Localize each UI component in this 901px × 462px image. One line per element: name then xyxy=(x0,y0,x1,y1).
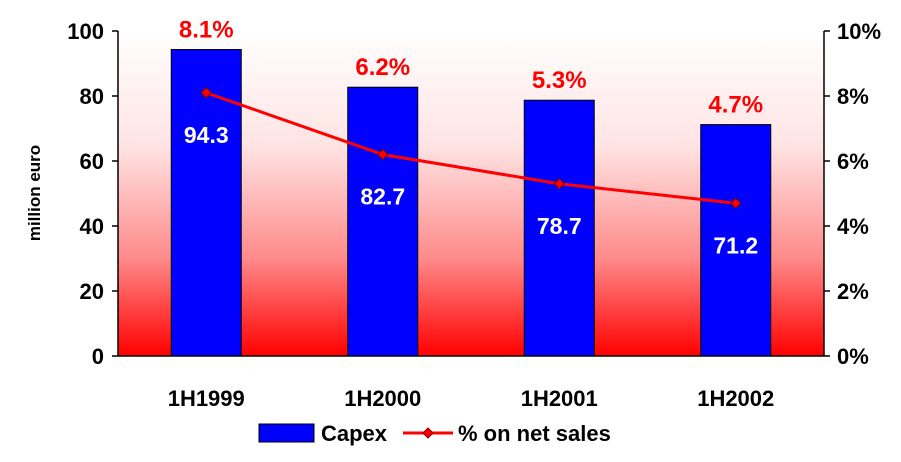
y-tick-label: 40 xyxy=(80,214,104,239)
legend-swatch-capex xyxy=(258,423,315,443)
bar-1H2000 xyxy=(347,86,419,357)
y-tick-label: 0 xyxy=(92,344,104,369)
bar-value-label: 78.7 xyxy=(537,213,582,239)
y2-tick-label: 8% xyxy=(837,84,869,109)
percent-data-label: 4.7% xyxy=(708,92,763,119)
percent-data-label: 6.2% xyxy=(355,54,410,81)
legend: Capex % on net sales xyxy=(258,421,611,446)
y-axis-title: million euro xyxy=(25,145,44,241)
line-marker-1H1999 xyxy=(200,87,212,99)
bar-1H2002 xyxy=(700,124,772,357)
bar-1H2001 xyxy=(523,99,595,357)
y2-tick-label: 2% xyxy=(837,279,869,304)
x-tick-label: 1H2001 xyxy=(521,386,598,411)
y-tick-label: 100 xyxy=(67,19,104,44)
y2-tick-label: 0% xyxy=(837,344,869,369)
bar-value-label: 82.7 xyxy=(360,184,405,210)
y2-tick-label: 4% xyxy=(837,214,869,239)
percent-data-label: 8.1% xyxy=(179,17,234,44)
y-tick-label: 60 xyxy=(80,149,104,174)
x-tick-label: 1H1999 xyxy=(168,386,245,411)
line-percent-net-sales xyxy=(205,91,736,205)
x-tick-label: 1H2000 xyxy=(344,386,421,411)
percent-data-label: 5.3% xyxy=(532,67,587,94)
bar-value-label: 94.3 xyxy=(184,122,229,148)
line-marker-1H2001 xyxy=(553,178,565,190)
y2-tick-label: 10% xyxy=(837,19,881,44)
y-tick-label: 20 xyxy=(80,279,104,304)
y2-tick-label: 6% xyxy=(837,149,869,174)
line-marker-1H2000 xyxy=(377,148,389,161)
legend-marker-percent xyxy=(422,427,434,439)
y-tick-label: 80 xyxy=(80,84,104,109)
line-marker-1H2002 xyxy=(730,197,742,209)
legend-label-capex: Capex xyxy=(321,421,388,446)
legend-label-percent: % on net sales xyxy=(458,421,611,446)
bar-value-label: 71.2 xyxy=(713,232,758,258)
x-tick-label: 1H2002 xyxy=(697,386,774,411)
